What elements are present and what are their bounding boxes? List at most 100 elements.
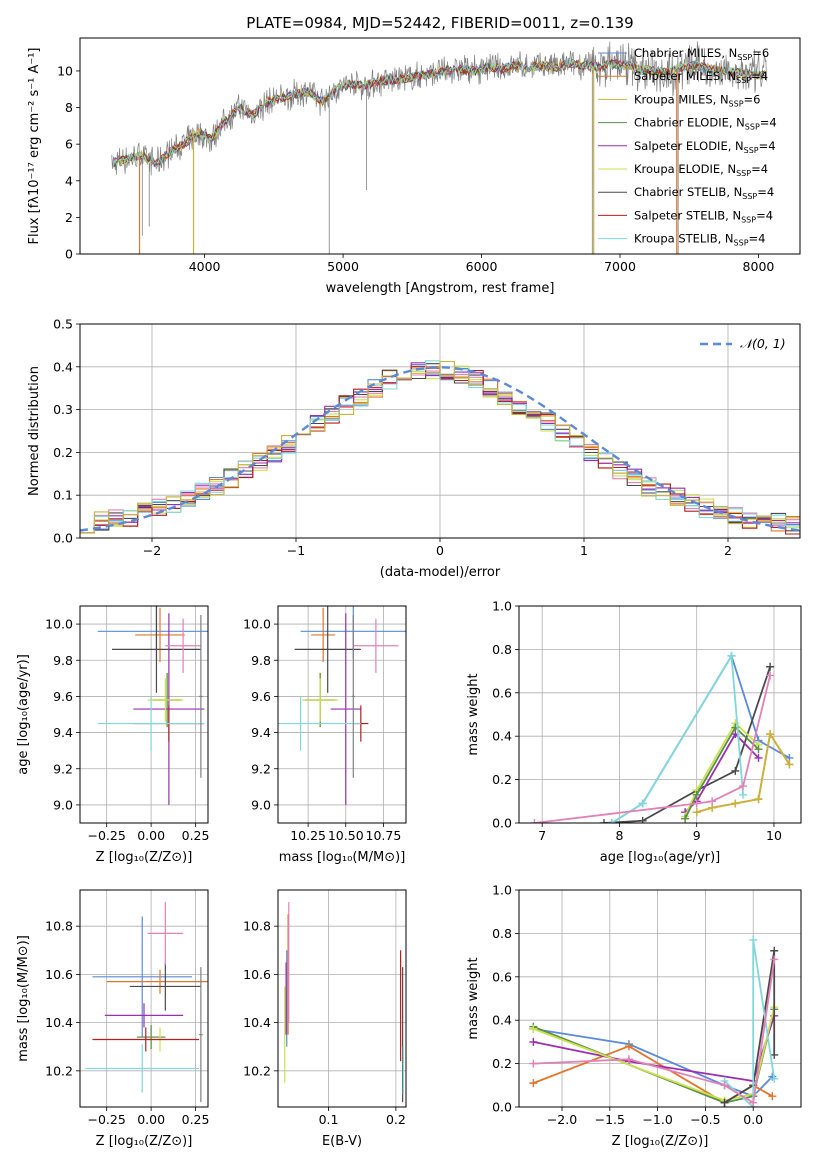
y-tick-label: 0.4 <box>492 729 512 744</box>
y-tick-label: 6 <box>65 137 73 152</box>
legend-entry-main: Salpeter MILES, N <box>634 69 736 83</box>
axes-frame <box>79 323 801 539</box>
axes-frame <box>277 889 407 1108</box>
observed-spectrum-line <box>111 41 767 176</box>
x-tick-label: 10.25 <box>290 828 326 843</box>
x-tick-label: 0.25 <box>182 828 210 843</box>
y-tick-label: 0.0 <box>53 531 73 546</box>
y-tick-label: 0.2 <box>53 445 73 460</box>
y-tick-label: 9.4 <box>53 725 73 740</box>
weight-point-marker <box>754 753 763 762</box>
x-axis-label: (data-model)/error <box>380 565 501 580</box>
legend-entry-main: Chabrier STELIB, N <box>634 185 742 199</box>
y-tick-label: 0.6 <box>492 969 512 984</box>
axes-frame <box>79 37 801 255</box>
legend-entry-tail: =4 <box>760 116 777 130</box>
weight-point-marker <box>607 819 616 823</box>
weight-point-marker <box>529 1024 538 1033</box>
y-tick-label: 9.2 <box>53 761 73 776</box>
weight-point-marker <box>638 816 647 823</box>
y-tick-label: 2 <box>65 210 73 225</box>
x-tick-label: 8 <box>615 828 623 843</box>
y-axis-label: mass [log₁₀(M/M⊙)] <box>16 935 31 1062</box>
x-tick-label: 1 <box>580 543 588 558</box>
legend-entry-subscript: SSP <box>736 76 751 85</box>
legend-entry-subscript: SSP <box>736 169 751 178</box>
weight-point-marker <box>739 782 748 791</box>
legend-entry: Kroupa ELODIE, NSSP=4 <box>634 162 768 178</box>
x-tick-label: 5000 <box>327 259 359 274</box>
x-tick-label: 0.2 <box>386 1112 406 1127</box>
y-tick-label: 0.3 <box>53 402 73 417</box>
weight-point-marker <box>766 662 775 671</box>
y-tick-label: 0.0 <box>492 816 512 831</box>
panel-weight-vs-age: 7 8 9 10 0.0 0.2 0.4 0.6 0.8 1.0 age [log₁₀(age/yr… <box>466 599 802 865</box>
panel-weight-vs-Z: −2.0 −1.5 −1.0 −0.5 0.0 0.0 0.2 0.4 0.6 0.8 1.0 Z [… <box>466 883 802 1149</box>
y-tick-label: 10.6 <box>45 967 73 982</box>
x-tick-label: 0.00 <box>137 1112 165 1127</box>
x-axis-label: mass [log₁₀(M/M⊙)] <box>279 850 406 865</box>
legend-entry-main: Chabrier MILES, N <box>634 46 737 60</box>
y-tick-label: 0.0 <box>492 1100 512 1115</box>
legend-entry: Salpeter MILES, NSSP=4 <box>634 69 768 85</box>
plot-area <box>530 651 794 823</box>
y-tick-label: 10.4 <box>45 1015 73 1030</box>
x-tick-label: −2.0 <box>547 1112 577 1127</box>
x-tick-label: −1 <box>287 543 305 558</box>
y-tick-label: 10 <box>57 63 73 78</box>
y-axis-label: mass weight <box>466 957 481 1039</box>
axes-frame <box>79 889 209 1108</box>
y-tick-label: 0.4 <box>53 359 73 374</box>
y-tick-label: 9.6 <box>53 689 73 704</box>
legend-entry: 𝒩(0, 1) <box>740 336 786 351</box>
weight-point-marker <box>749 1098 758 1107</box>
y-tick-label: 10.2 <box>45 1063 73 1078</box>
x-tick-label: 8000 <box>743 259 775 274</box>
plot-area <box>85 902 208 1103</box>
weight-line-5 <box>532 1006 776 1102</box>
y-tick-label: 9.4 <box>251 725 271 740</box>
y-tick-label: 10.2 <box>243 1063 271 1078</box>
legend-entry-tail: =4 <box>751 69 768 83</box>
weight-point-marker <box>624 1055 633 1064</box>
legend-entry-main: Kroupa ELODIE, N <box>634 162 736 176</box>
legend-entry-subscript: SSP <box>741 215 756 224</box>
y-tick-label: 8 <box>65 100 73 115</box>
legend-entry-main: Kroupa STELIB, N <box>634 232 734 246</box>
x-tick-label: 10.50 <box>328 828 364 843</box>
weight-point-marker <box>754 795 763 804</box>
legend-entry-main: Chabrier ELODIE, N <box>634 116 745 130</box>
legend-entry-main: Salpeter STELIB, N <box>634 208 741 222</box>
weight-line-1 <box>611 653 790 823</box>
y-tick-label: 0.4 <box>492 1013 512 1028</box>
weight-point-marker <box>529 1059 538 1068</box>
weight-point-marker <box>727 651 736 660</box>
x-tick-label: −0.5 <box>690 1112 720 1127</box>
plot-area <box>111 41 767 254</box>
x-tick-label: 6000 <box>466 259 498 274</box>
weight-point-marker <box>770 1074 779 1083</box>
panel-mass-vs-EBV: 0.1 0.2 10.2 10.4 10.6 10.8 E(B-V) <box>243 889 407 1149</box>
legend-entry-tail: =4 <box>756 208 773 222</box>
x-tick-label: −0.25 <box>88 1112 126 1127</box>
y-tick-label: 10.6 <box>243 967 271 982</box>
weight-point-marker <box>754 745 763 754</box>
weight-point-marker <box>692 799 701 808</box>
x-tick-label: −2 <box>143 543 161 558</box>
weight-point-marker <box>692 808 701 817</box>
panel-mass-vs-Z: −0.25 0.00 0.25 10.2 10.4 10.6 10.8 Z [log₁₀(Z/… <box>16 889 209 1149</box>
figure-title: PLATE=0984, MJD=52442, FIBERID=0011, z=0… <box>246 14 633 32</box>
weight-point-marker <box>708 797 717 806</box>
weight-point-marker <box>529 1037 538 1046</box>
y-axis-label: Flux [fλ10⁻¹⁷ erg cm⁻² s⁻¹ A⁻¹] <box>27 48 42 245</box>
plot-area <box>97 606 208 805</box>
legend-entry-subscript: SSP <box>734 239 749 248</box>
legend-entry-subscript: SSP <box>742 192 757 201</box>
plot-area <box>278 606 406 805</box>
x-tick-label: −1.0 <box>642 1112 672 1127</box>
x-tick-label: −1.5 <box>595 1112 625 1127</box>
y-tick-label: 0.1 <box>53 488 73 503</box>
y-axis-label: mass weight <box>466 673 481 755</box>
axes-frame <box>518 605 802 824</box>
weight-point-marker <box>770 1050 779 1059</box>
